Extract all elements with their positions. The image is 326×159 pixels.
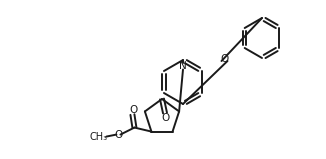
Text: O: O: [220, 54, 229, 64]
Text: N: N: [179, 61, 187, 71]
Text: O: O: [162, 113, 170, 123]
Text: O: O: [114, 130, 123, 140]
Text: CH₃: CH₃: [89, 131, 108, 142]
Text: O: O: [129, 105, 138, 115]
